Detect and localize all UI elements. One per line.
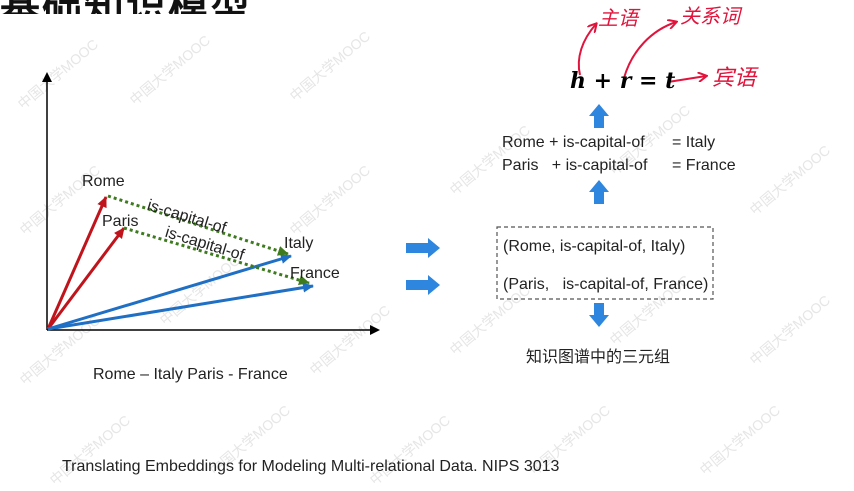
point-label-france: France <box>290 265 340 282</box>
triple-rome: (Rome, is-capital-of, Italy) <box>503 238 686 255</box>
reference-citation: Translating Embeddings for Modeling Mult… <box>62 458 560 475</box>
point-label-rome: Rome <box>82 173 125 190</box>
arrow-up-icon <box>589 180 609 204</box>
triples-dashed-box <box>496 226 714 300</box>
point-label-paris: Paris <box>102 213 139 230</box>
equation-1-left: Rome + is-capital-of <box>502 134 645 151</box>
handwritten-arrow <box>667 76 706 83</box>
vector-france <box>47 282 314 331</box>
plot-caption: Rome – Italy Paris - France <box>93 366 288 383</box>
equation-1-right: = Italy <box>672 134 716 151</box>
equation-2-right: = France <box>672 157 736 174</box>
triples-caption: 知识图谱中的三元组 <box>526 349 671 366</box>
triple-paris: (Paris, is-capital-of, France) <box>503 276 709 293</box>
vector-italy <box>47 254 292 331</box>
formula: h + r = t <box>570 68 676 94</box>
relation-paris-france <box>123 226 310 285</box>
vector-rome <box>46 196 108 330</box>
handwritten-relation-note: 关系词 <box>680 4 740 28</box>
handwritten-arrow <box>577 24 596 76</box>
arrow-up-icon <box>589 104 609 128</box>
handwritten-tail-note: 宾语 <box>712 66 757 91</box>
point-label-italy: Italy <box>284 235 314 252</box>
handwritten-head-note: 主语 <box>598 6 638 30</box>
arrow-right-icon <box>406 275 440 295</box>
slide-title: 基础知识模型 <box>0 0 360 14</box>
relation-rome-italy <box>107 194 289 256</box>
arrow-right-icon <box>406 238 440 258</box>
arrow-down-icon <box>589 303 609 327</box>
handwritten-arrow <box>623 22 676 79</box>
equation-2-left: Paris + is-capital-of <box>502 157 648 174</box>
vector-paris <box>46 227 126 330</box>
